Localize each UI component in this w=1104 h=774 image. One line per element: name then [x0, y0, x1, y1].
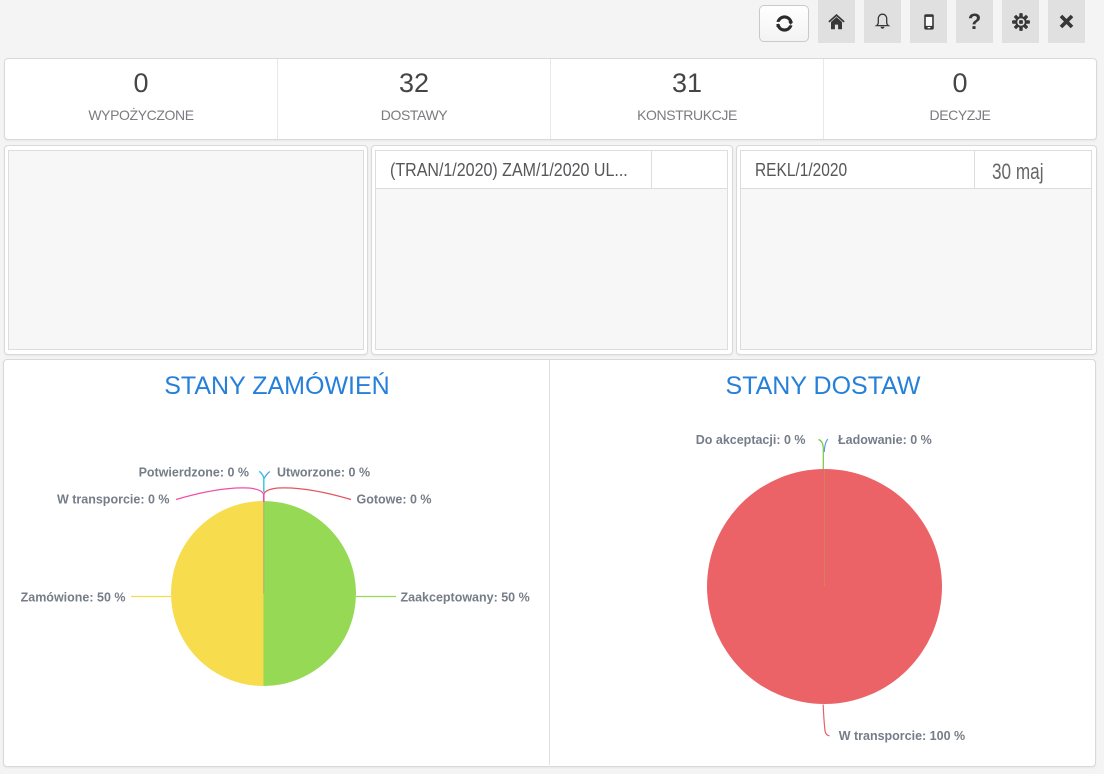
svg-text:Zamówione: 50 %: Zamówione: 50 % — [21, 591, 126, 605]
svg-text:Zaakceptowany: 50 %: Zaakceptowany: 50 % — [401, 591, 530, 605]
svg-text:Do akceptacji: 0 %: Do akceptacji: 0 % — [696, 433, 806, 447]
svg-text:Potwierdzone: 0 %: Potwierdzone: 0 % — [139, 466, 249, 480]
svg-text:Utworzone: 0 %: Utworzone: 0 % — [277, 466, 370, 480]
svg-text:Ładowanie: 0 %: Ładowanie: 0 % — [838, 433, 932, 447]
svg-text:W transporcie: 0 %: W transporcie: 0 % — [57, 493, 170, 507]
svg-text:W transporcie: 100 %: W transporcie: 100 % — [839, 729, 965, 743]
svg-text:Gotowe: 0 %: Gotowe: 0 % — [357, 493, 432, 507]
